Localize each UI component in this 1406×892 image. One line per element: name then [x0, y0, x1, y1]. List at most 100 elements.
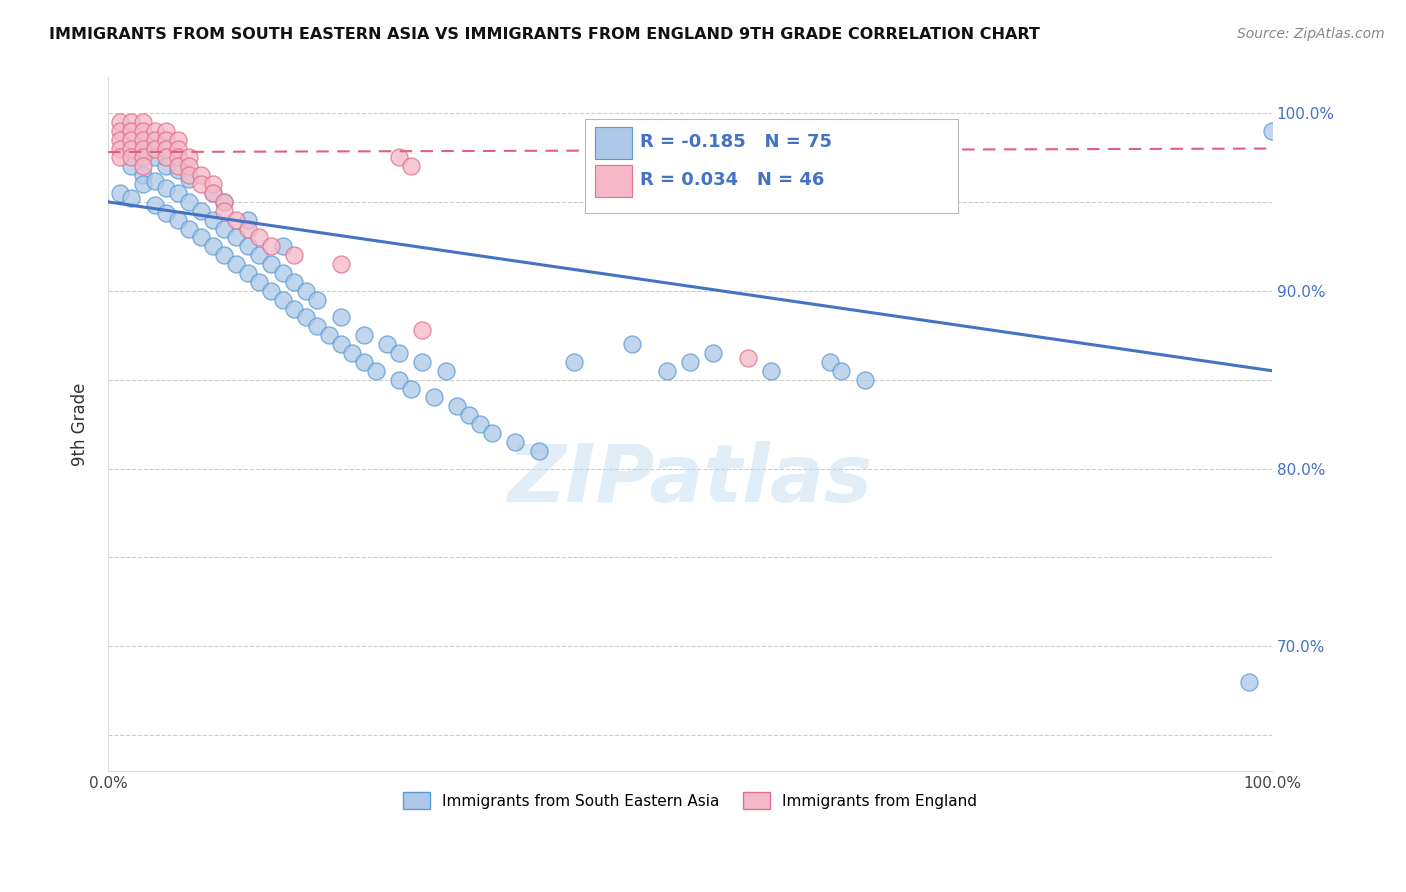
- Point: [295, 284, 318, 298]
- Point: [214, 194, 236, 209]
- Point: [166, 162, 188, 177]
- Point: [120, 124, 142, 138]
- Point: [236, 266, 259, 280]
- Point: [853, 373, 876, 387]
- Point: [225, 230, 247, 244]
- Point: [155, 180, 177, 194]
- Point: [132, 145, 155, 160]
- Point: [201, 177, 224, 191]
- Text: ZIPatlas: ZIPatlas: [508, 441, 873, 518]
- Point: [1261, 124, 1284, 138]
- Point: [143, 198, 166, 212]
- Point: [120, 159, 142, 173]
- Point: [307, 293, 329, 307]
- Point: [329, 310, 352, 325]
- Point: [283, 275, 305, 289]
- Point: [295, 310, 318, 325]
- Point: [342, 346, 364, 360]
- Point: [364, 364, 387, 378]
- Point: [375, 337, 398, 351]
- Point: [179, 171, 201, 186]
- Point: [179, 194, 201, 209]
- Point: [166, 186, 188, 200]
- Point: [318, 328, 340, 343]
- Point: [179, 159, 201, 173]
- Point: [190, 203, 212, 218]
- Point: [166, 142, 188, 156]
- Point: [132, 159, 155, 173]
- Point: [271, 239, 294, 253]
- Point: [236, 221, 259, 235]
- Point: [108, 124, 131, 138]
- Point: [120, 142, 142, 156]
- Point: [1237, 674, 1260, 689]
- Point: [655, 364, 678, 378]
- Point: [388, 150, 411, 164]
- Point: [353, 328, 375, 343]
- Point: [411, 355, 433, 369]
- FancyBboxPatch shape: [595, 165, 631, 196]
- Point: [214, 203, 236, 218]
- Point: [271, 293, 294, 307]
- Point: [108, 133, 131, 147]
- Point: [225, 212, 247, 227]
- Point: [132, 115, 155, 129]
- Point: [830, 364, 852, 378]
- Point: [247, 230, 270, 244]
- Point: [434, 364, 457, 378]
- Point: [679, 355, 702, 369]
- Point: [307, 319, 329, 334]
- Point: [201, 186, 224, 200]
- Point: [190, 177, 212, 191]
- Point: [260, 284, 283, 298]
- Point: [470, 417, 492, 431]
- Point: [132, 177, 155, 191]
- Point: [247, 248, 270, 262]
- Point: [120, 115, 142, 129]
- Point: [399, 382, 422, 396]
- Point: [702, 346, 724, 360]
- Point: [271, 266, 294, 280]
- Point: [620, 337, 643, 351]
- Point: [446, 399, 468, 413]
- Point: [505, 434, 527, 449]
- Point: [527, 443, 550, 458]
- Point: [214, 248, 236, 262]
- Point: [201, 186, 224, 200]
- Text: R = 0.034   N = 46: R = 0.034 N = 46: [640, 171, 824, 189]
- Point: [260, 257, 283, 271]
- Point: [166, 212, 188, 227]
- Point: [457, 408, 479, 422]
- Legend: Immigrants from South Eastern Asia, Immigrants from England: Immigrants from South Eastern Asia, Immi…: [396, 786, 983, 815]
- Point: [236, 239, 259, 253]
- Point: [190, 230, 212, 244]
- Point: [155, 124, 177, 138]
- Point: [132, 133, 155, 147]
- Point: [562, 355, 585, 369]
- Point: [143, 173, 166, 187]
- Text: Source: ZipAtlas.com: Source: ZipAtlas.com: [1237, 27, 1385, 41]
- Point: [143, 133, 166, 147]
- Point: [108, 186, 131, 200]
- FancyBboxPatch shape: [585, 119, 957, 212]
- Point: [214, 221, 236, 235]
- Point: [353, 355, 375, 369]
- Point: [179, 168, 201, 182]
- Point: [260, 239, 283, 253]
- Y-axis label: 9th Grade: 9th Grade: [72, 383, 89, 466]
- Point: [155, 159, 177, 173]
- Point: [411, 323, 433, 337]
- Point: [236, 212, 259, 227]
- Point: [201, 239, 224, 253]
- Point: [132, 124, 155, 138]
- Point: [761, 364, 783, 378]
- Point: [166, 159, 188, 173]
- FancyBboxPatch shape: [595, 127, 631, 159]
- Point: [329, 257, 352, 271]
- Point: [247, 275, 270, 289]
- Point: [225, 257, 247, 271]
- Point: [399, 159, 422, 173]
- Point: [143, 124, 166, 138]
- Point: [120, 191, 142, 205]
- Point: [179, 221, 201, 235]
